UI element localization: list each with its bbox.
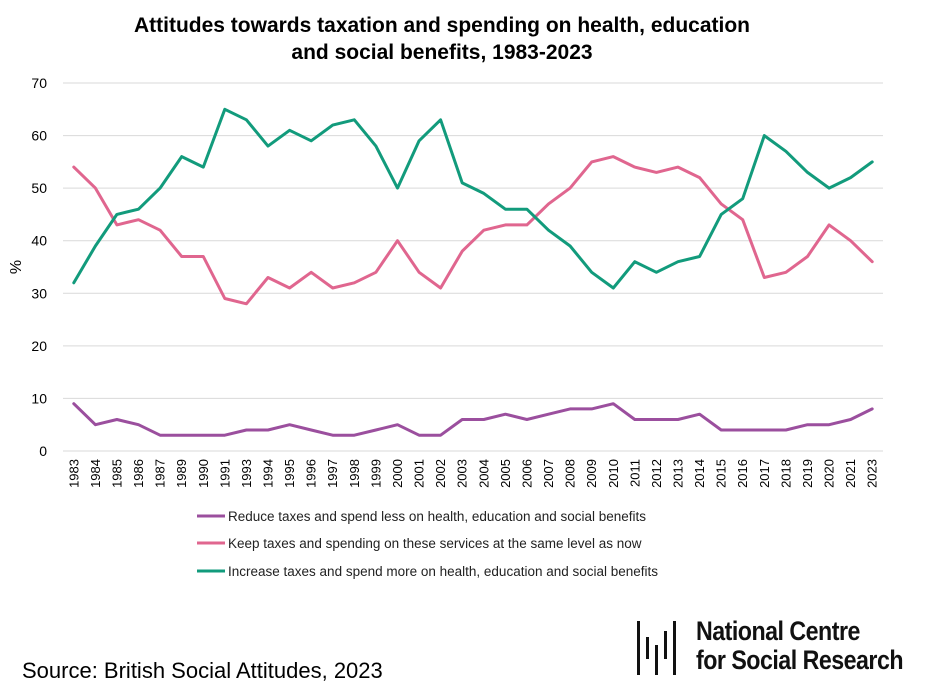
x-tick-label: 2003	[455, 459, 470, 488]
x-tick-label: 2014	[692, 459, 707, 488]
x-tick-label: 1987	[153, 459, 168, 488]
y-tick-label: 20	[31, 338, 47, 354]
y-tick-label: 0	[39, 443, 47, 459]
y-tick-label: 40	[31, 233, 47, 249]
ncsr-logo: National Centre for Social Research	[634, 617, 919, 679]
x-tick-label: 2005	[498, 459, 513, 488]
chart-title-line-2: and social benefits, 1983-2023	[291, 41, 592, 64]
series-line-increase	[72, 107, 874, 290]
x-tick-label: 2012	[649, 459, 664, 488]
y-axis-ticks: 0 10 20 30 40 50 60 70	[31, 75, 47, 459]
x-tick-label: 2007	[541, 459, 556, 488]
x-tick-label: 2002	[433, 459, 448, 488]
x-tick-label: 2017	[757, 459, 772, 488]
logo-wordmark: National Centre for Social Research	[696, 616, 904, 675]
x-tick-label: 2010	[606, 459, 621, 488]
legend-label-keep: Keep taxes and spending on these service…	[228, 536, 642, 551]
x-tick-label: 2013	[671, 459, 686, 488]
series-line-keep	[72, 155, 874, 306]
source-note: Source: British Social Attitudes, 2023	[22, 658, 383, 683]
x-tick-label: 1989	[174, 459, 189, 488]
x-tick-label: 1996	[304, 459, 319, 488]
x-tick-label: 2009	[584, 459, 599, 488]
x-tick-label: 2018	[778, 459, 793, 488]
y-axis-label: %	[8, 260, 25, 274]
x-tick-label: 2000	[390, 459, 405, 488]
x-tick-label: 2008	[563, 459, 578, 488]
x-tick-label: 1999	[368, 459, 383, 488]
legend-label-increase: Increase taxes and spend more on health,…	[228, 564, 658, 579]
y-tick-label: 50	[31, 180, 47, 196]
x-tick-label: 1997	[325, 459, 340, 488]
logo-line-1: National Centre	[696, 616, 860, 646]
x-tick-label: 2015	[714, 459, 729, 488]
x-tick-label: 1990	[196, 459, 211, 488]
x-tick-label: 2016	[735, 459, 750, 488]
x-tick-label: 1985	[109, 459, 124, 488]
y-tick-label: 10	[31, 390, 47, 406]
y-tick-label: 60	[31, 128, 47, 144]
x-tick-label: 2021	[843, 459, 858, 488]
series-line-reduce	[72, 402, 874, 437]
y-tick-label: 30	[31, 285, 47, 301]
x-tick-label: 2023	[865, 459, 880, 488]
legend-label-reduce: Reduce taxes and spend less on health, e…	[228, 509, 646, 524]
chart-title-line-1: Attitudes towards taxation and spending …	[134, 14, 750, 37]
x-tick-label: 2019	[800, 459, 815, 488]
x-tick-label: 2011	[627, 459, 642, 487]
x-tick-label: 1991	[217, 459, 232, 488]
x-tick-label: 1993	[239, 459, 254, 488]
x-tick-label: 1998	[347, 459, 362, 488]
x-tick-label: 2006	[519, 459, 534, 488]
series-lines	[72, 107, 874, 437]
x-tick-label: 2020	[822, 459, 837, 488]
x-tick-label: 1984	[88, 459, 103, 488]
x-tick-label: 2001	[412, 459, 427, 488]
x-tick-label: 1995	[282, 459, 297, 488]
x-tick-label: 1983	[66, 459, 81, 488]
legend: Reduce taxes and spend less on health, e…	[197, 509, 658, 579]
x-tick-label: 2004	[476, 459, 491, 488]
x-tick-label: 1994	[261, 459, 276, 488]
y-tick-label: 70	[31, 75, 47, 91]
logo-bars-icon	[637, 621, 676, 675]
logo-line-2: for Social Research	[696, 645, 904, 675]
x-axis-ticks: 1983 1984 1985 1986 1987 1989 1990 1991 1993 1994…	[66, 459, 879, 488]
x-tick-label: 1986	[131, 459, 146, 488]
